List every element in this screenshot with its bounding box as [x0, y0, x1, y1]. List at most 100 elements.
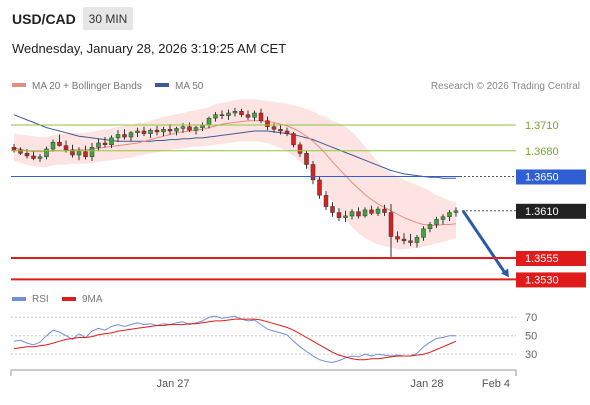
level-label-1.3650: 1.3650	[525, 171, 559, 183]
candle-body	[375, 208, 381, 214]
candle-body	[447, 212, 452, 218]
ma50-legend-swatch	[155, 83, 169, 87]
candle-body	[265, 120, 270, 127]
candle-body	[284, 130, 290, 134]
candle-body	[154, 129, 160, 133]
candle-body	[109, 137, 114, 146]
rsi-legend-swatch	[12, 297, 26, 301]
research-credit: Research © 2026 Trading Central	[431, 81, 580, 92]
candle-body	[148, 129, 153, 134]
forecast-arrow-shaft	[461, 209, 506, 273]
candle-body	[232, 111, 238, 114]
level-label-1.3530-bg	[516, 272, 586, 288]
candle-body	[245, 114, 251, 118]
timeframe-label: 30 MIN	[89, 12, 128, 26]
candle-body	[278, 129, 283, 132]
rsi-level-label-70: 70	[525, 312, 537, 324]
candle-body	[323, 195, 329, 207]
candle-body	[219, 114, 225, 116]
candle-body	[304, 153, 309, 165]
rsi-level-label-50: 50	[525, 331, 537, 343]
candle-body	[388, 212, 394, 237]
candle-body	[330, 206, 335, 213]
ma20-legend-label: MA 20 + Bollinger Bands	[32, 81, 142, 92]
candle-body	[408, 240, 413, 243]
candle-body	[440, 216, 446, 220]
rsi-level-label-30: 30	[525, 349, 537, 361]
candle-body	[76, 151, 82, 156]
candle-body	[356, 211, 361, 217]
candle-body	[362, 209, 368, 217]
level-label-1.3555: 1.3555	[525, 253, 559, 265]
candle-body	[291, 133, 296, 146]
candle-body	[258, 112, 264, 121]
rsi-ma-legend-label: 9MA	[82, 294, 103, 305]
datetime-label: Wednesday, January 28, 2026 3:19:25 AM C…	[12, 41, 286, 56]
x-tick-label-jan28: Jan 28	[410, 378, 443, 390]
candle-body	[128, 132, 134, 138]
timeframe-badge[interactable]	[83, 7, 133, 30]
candle-body	[252, 112, 257, 118]
level-label-1.3680: 1.3680	[525, 146, 559, 158]
candle-body	[63, 145, 69, 151]
candle-body	[135, 130, 140, 133]
candle-body	[401, 238, 407, 242]
candle-body	[11, 147, 17, 151]
candle-body	[187, 126, 192, 131]
candle-body	[310, 164, 316, 181]
symbol-title: USD/CAD	[12, 11, 76, 27]
candle-body	[369, 209, 374, 214]
candle-body	[414, 237, 420, 243]
candle-body	[427, 224, 433, 230]
candle-body	[193, 127, 199, 131]
price-panel	[11, 99, 509, 278]
rsi-ma9-line	[13, 318, 457, 361]
candle-body	[239, 111, 244, 115]
rsi-ma-legend-swatch	[62, 297, 76, 301]
forecast-arrow-head	[501, 268, 509, 278]
candle-body	[297, 144, 303, 154]
ma20-legend-swatch	[12, 83, 26, 87]
candle-body	[18, 149, 23, 154]
candle-body	[57, 141, 62, 146]
candle-body	[44, 148, 49, 157]
level-label-1.3555-bg	[516, 250, 586, 266]
candle-body	[115, 134, 121, 139]
x-tick-label-feb4: Feb 4	[482, 378, 510, 390]
candle-body	[206, 117, 212, 126]
candle-body	[226, 112, 231, 116]
candle-body	[317, 179, 322, 196]
price-levels: 1.3710 1.3680 1.3650 1.3610 1.3555 1.3530	[11, 120, 586, 288]
rsi-line	[13, 315, 456, 364]
ma20-line	[13, 120, 457, 226]
candle-body	[271, 126, 277, 130]
candle-body	[24, 153, 30, 157]
candle-body	[83, 151, 88, 157]
x-tick-label-jan27: Jan 27	[156, 378, 189, 390]
level-label-1.3710: 1.3710	[525, 120, 559, 132]
candle-body	[96, 142, 101, 148]
candle-body	[349, 211, 355, 217]
level-label-1.3650-bg	[516, 169, 586, 185]
ma50-line	[13, 114, 456, 179]
candle-body	[336, 212, 342, 218]
candle-body	[70, 149, 75, 156]
candle-body	[382, 208, 387, 213]
candle-body	[37, 156, 43, 159]
candle-body	[180, 126, 186, 129]
candle-body	[31, 155, 36, 159]
candle-body	[122, 134, 127, 138]
candle-body	[161, 129, 166, 133]
candle-body	[343, 215, 348, 218]
candle-body	[174, 128, 179, 132]
candle-body	[453, 210, 459, 213]
candle-body	[50, 141, 56, 150]
ma50-legend-label: MA 50	[175, 81, 204, 92]
candle-body	[89, 147, 95, 157]
candle-body	[421, 228, 426, 238]
candle-body	[141, 130, 147, 134]
candle-body	[434, 219, 439, 225]
level-label-1.3610: 1.3610	[525, 206, 559, 218]
